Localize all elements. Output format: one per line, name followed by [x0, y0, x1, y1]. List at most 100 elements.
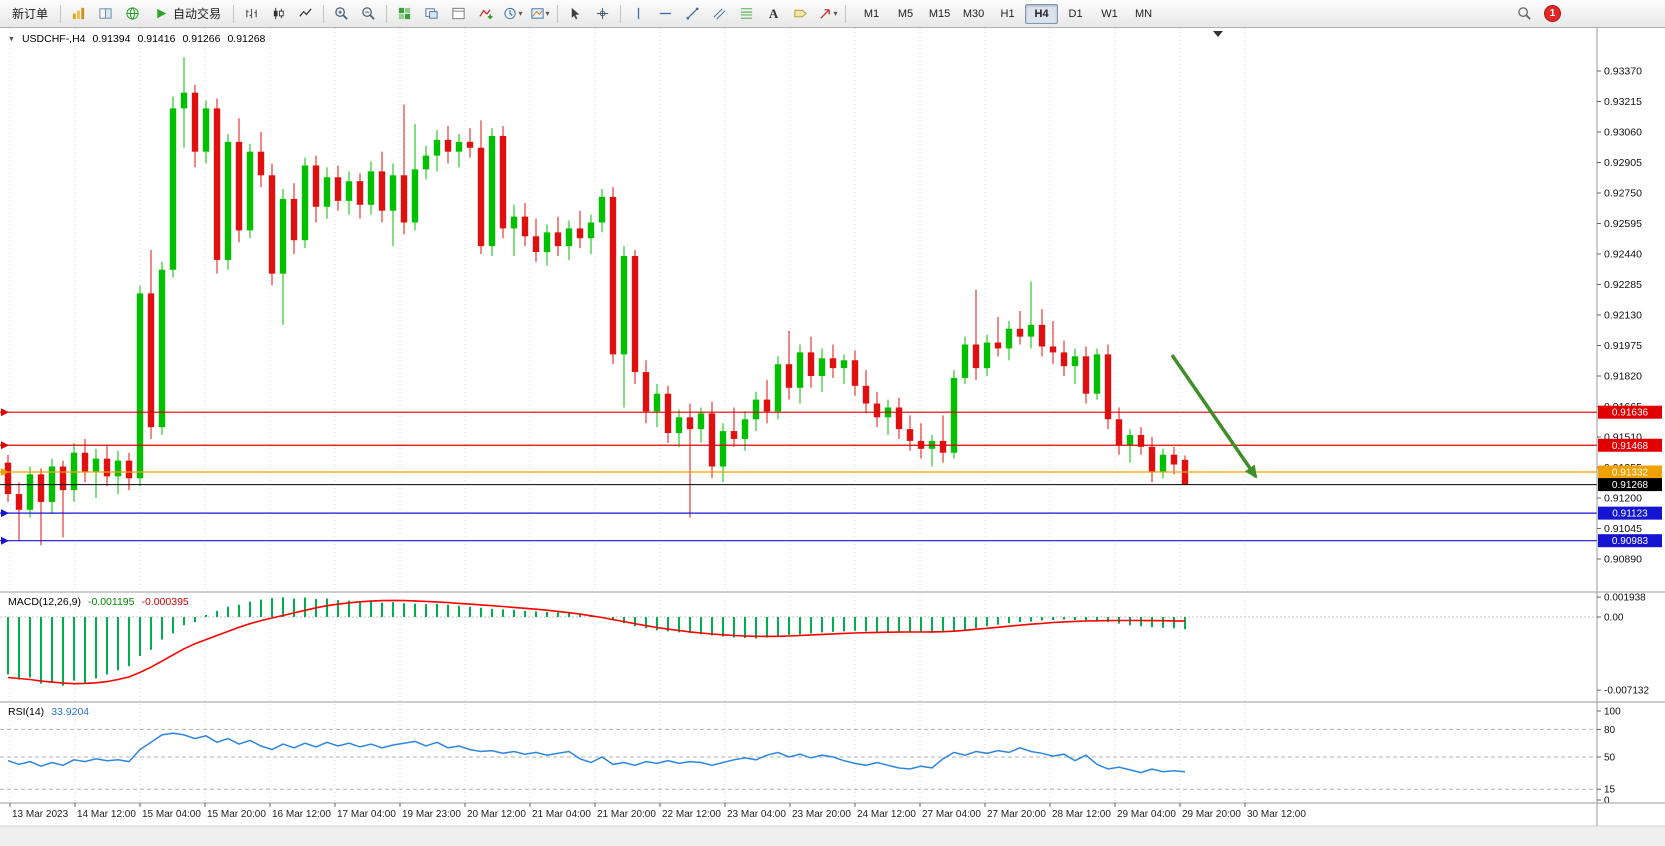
- horizontal-line-icon: [659, 12, 672, 15]
- macd-signal-line: [7, 599, 1186, 685]
- chart-shift-marker[interactable]: [1213, 31, 1223, 37]
- timeframe-m15[interactable]: M15: [928, 7, 951, 20]
- candle-body: [433, 139, 441, 156]
- time-tick-label: 23 Mar 20:00: [792, 809, 851, 820]
- vertical-line-tool[interactable]: [626, 2, 651, 25]
- horizontal-line-tool[interactable]: [653, 2, 678, 25]
- candle-body: [697, 413, 705, 430]
- timeframe-m5[interactable]: M5: [897, 7, 914, 20]
- periods-dropdown[interactable]: ▾: [500, 2, 525, 25]
- timeframe-d1[interactable]: D1: [1068, 7, 1083, 20]
- bar-chart-mode-icon[interactable]: [239, 2, 264, 25]
- candle-body: [631, 255, 639, 373]
- axis-price-support-box-label: 0.90983: [1612, 536, 1649, 547]
- candlestick-mode-icon[interactable]: [266, 2, 291, 25]
- line-chart-mode-icon[interactable]: [293, 2, 318, 25]
- price-tick-label: 0.92750: [1604, 188, 1642, 200]
- time-tick-label: 29 Mar 20:00: [1182, 809, 1241, 820]
- candle-body: [587, 222, 595, 239]
- toolbar-right-group: 1: [1512, 2, 1560, 25]
- toolbar-separator: [620, 4, 622, 23]
- new-order-button[interactable]: 新订单: [5, 2, 55, 25]
- line-drag-handle[interactable]: [1, 441, 9, 450]
- community-icon[interactable]: [120, 2, 145, 25]
- indicators-button[interactable]: [473, 2, 498, 25]
- candle-body: [1126, 435, 1134, 445]
- macd-tick-label: 0.001938: [1604, 593, 1646, 604]
- candle-body: [906, 429, 914, 441]
- channel-tool[interactable]: [707, 2, 732, 25]
- axis-price-resistance-box: [1598, 438, 1662, 452]
- candle-body: [37, 474, 45, 502]
- chart-window[interactable]: 0.93370 0.93215 0.93060 0.92905 0.92750 0.925…: [0, 28, 1665, 846]
- macd-tick-label: 0.00: [1604, 613, 1624, 624]
- auto-trading-button[interactable]: 自动交易: [147, 2, 228, 25]
- candle-body: [378, 171, 386, 211]
- time-tick-label: 16 Mar 12:00: [272, 809, 331, 820]
- trendline-tool[interactable]: [680, 2, 705, 25]
- line-drag-handle[interactable]: [1, 468, 9, 477]
- fibonacci-icon: [740, 8, 753, 19]
- globe-icon: [126, 7, 139, 20]
- crosshair-tool[interactable]: [590, 2, 615, 25]
- shapes-dropdown[interactable]: ▾: [815, 2, 840, 25]
- candle-body: [983, 342, 991, 369]
- zoom-out-button[interactable]: [356, 2, 381, 25]
- search-button[interactable]: [1512, 2, 1537, 25]
- candle-body: [829, 358, 837, 369]
- timeframe-m1[interactable]: M1: [863, 7, 880, 20]
- profiles-icon[interactable]: [93, 2, 118, 25]
- candle-body: [444, 139, 452, 152]
- timeframe-w1[interactable]: W1: [1101, 7, 1118, 20]
- time-tick-label: 21 Mar 20:00: [597, 809, 656, 820]
- new-window-button[interactable]: [419, 2, 444, 25]
- time-tick-label: 23 Mar 04:00: [727, 809, 786, 820]
- candle-body: [741, 419, 749, 439]
- price-chart-canvas[interactable]: 0.93370 0.93215 0.93060 0.92905 0.92750 0.925…: [0, 28, 1665, 846]
- window-list-button[interactable]: [446, 2, 471, 25]
- price-tick-label: 0.91045: [1604, 523, 1642, 535]
- main-toolbar: 新订单 自动交易: [0, 0, 1665, 28]
- new-order-label: 新订单: [12, 7, 49, 21]
- price-tick-label: 0.93215: [1604, 96, 1642, 108]
- candle-body: [851, 360, 859, 386]
- candle-body: [158, 269, 166, 428]
- candle-body: [202, 108, 210, 152]
- time-tick-label: 20 Mar 12:00: [467, 809, 526, 820]
- bottom-strip: [0, 826, 1665, 846]
- notification-badge[interactable]: 1: [1545, 6, 1560, 21]
- fibonacci-tool[interactable]: [734, 2, 759, 25]
- candle-body: [1049, 346, 1057, 353]
- axis-price-pivot-box-label: 0.91332: [1612, 468, 1649, 479]
- timeframe-m30[interactable]: M30: [962, 7, 985, 20]
- candle-body: [1071, 356, 1079, 367]
- time-tick-label: 15 Mar 04:00: [142, 809, 201, 820]
- cursor-tool[interactable]: [563, 2, 588, 25]
- candle-body: [554, 232, 562, 247]
- window-icon: [452, 7, 465, 20]
- label-tag-icon: [794, 9, 807, 18]
- rsi-tick-label: 100: [1604, 707, 1621, 718]
- candle-body: [730, 431, 738, 439]
- candle-body: [4, 462, 12, 495]
- timeframe-h1[interactable]: H1: [1000, 7, 1015, 20]
- toolbar-separator: [323, 4, 325, 23]
- text-tool[interactable]: A: [761, 2, 786, 25]
- candle-body: [1016, 328, 1024, 337]
- line-drag-handle[interactable]: [1, 536, 9, 545]
- timeframe-h4[interactable]: H4: [1025, 3, 1059, 24]
- candle-body: [642, 372, 650, 412]
- timeframe-mn[interactable]: MN: [1134, 7, 1153, 20]
- templates-dropdown[interactable]: ▾: [527, 2, 552, 25]
- candle-body: [15, 494, 23, 510]
- candle-body: [719, 431, 727, 467]
- candle-body: [279, 198, 287, 274]
- new-chart-icon[interactable]: [66, 2, 91, 25]
- line-drag-handle[interactable]: [1, 408, 9, 417]
- tile-windows-button[interactable]: [392, 2, 417, 25]
- label-tool[interactable]: [788, 2, 813, 25]
- line-drag-handle[interactable]: [1, 509, 9, 518]
- profiles-windows-icon: [99, 8, 112, 19]
- zoom-in-button[interactable]: [329, 2, 354, 25]
- trend-arrow-annotation[interactable]: [1170, 354, 1258, 479]
